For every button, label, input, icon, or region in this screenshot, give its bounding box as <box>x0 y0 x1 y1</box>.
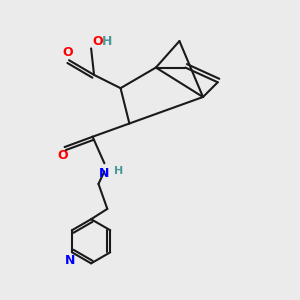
Text: O: O <box>62 46 73 59</box>
Text: H: H <box>102 34 113 47</box>
Text: O: O <box>57 149 68 162</box>
Text: N: N <box>99 167 110 180</box>
Text: H: H <box>114 166 123 176</box>
Text: O: O <box>93 34 103 47</box>
Text: N: N <box>65 254 76 267</box>
